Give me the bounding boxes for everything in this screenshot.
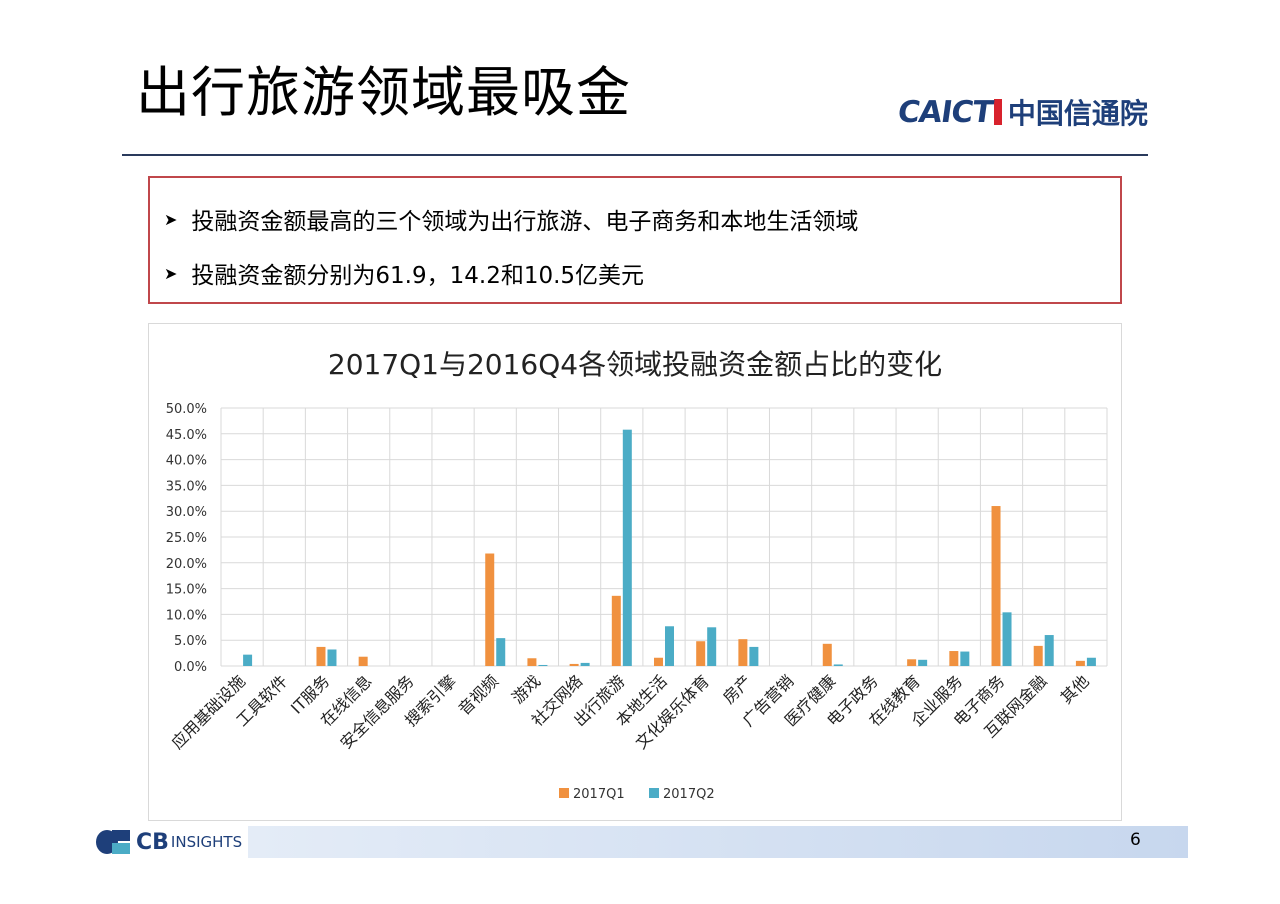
y-tick-label: 15.0%: [166, 583, 207, 598]
logo-text: CAICT: [895, 94, 995, 130]
bar-2017Q2: [665, 626, 674, 666]
bar-2017Q2: [918, 659, 928, 666]
bar-2017Q1: [907, 659, 917, 666]
cb-logo-sub: INSIGHTS: [170, 833, 243, 851]
bar-2017Q1: [949, 651, 959, 666]
y-tick-label: 35.0%: [166, 479, 207, 494]
bar-2017Q2: [749, 646, 759, 666]
bar-2017Q1: [569, 663, 579, 666]
bar-2017Q1: [696, 641, 706, 666]
x-tick-label: 音视频: [455, 671, 502, 718]
bar-2017Q2: [1044, 635, 1054, 666]
legend-swatch: [649, 788, 659, 798]
bar-2017Q1: [738, 639, 748, 666]
bar-2017Q1: [1033, 645, 1043, 666]
arrow-bullet-icon: ➤: [164, 209, 178, 229]
bar-2017Q2: [833, 664, 843, 666]
y-tick-label: 5.0%: [174, 634, 207, 649]
bar-2017Q1: [358, 656, 368, 666]
y-tick-label: 50.0%: [166, 402, 207, 417]
x-tick-label: 游戏: [508, 671, 544, 707]
bar-2017Q2: [960, 651, 970, 666]
page-number: 6: [1130, 830, 1141, 850]
y-tick-label: 0.0%: [174, 660, 207, 675]
legend-label: 2017Q1: [573, 787, 625, 802]
y-tick-label: 30.0%: [166, 505, 207, 520]
bar-2017Q2: [707, 627, 717, 666]
chart-title: 2017Q1与2016Q4各领域投融资金额占比的变化: [328, 348, 942, 381]
y-tick-label: 40.0%: [166, 454, 207, 469]
bullet-item-2: ➤ 投融资金额分别为61.9，14.2和10.5亿美元: [164, 256, 644, 290]
cb-mark-icon: [96, 828, 132, 856]
bar-2017Q1: [654, 657, 663, 666]
cb-insights-logo: CB INSIGHTS: [96, 828, 242, 856]
caict-logo: CAICT 中国信通院: [895, 94, 1148, 131]
bar-2017Q1: [611, 595, 621, 666]
logo-divider: [993, 99, 1002, 125]
bar-2017Q1: [527, 658, 537, 666]
bar-2017Q1: [991, 506, 1001, 666]
legend-swatch: [559, 788, 569, 798]
bar-2017Q2: [580, 662, 590, 666]
bullet-text: 投融资金额分别为61.9，14.2和10.5亿美元: [191, 263, 645, 289]
y-tick-label: 20.0%: [166, 557, 207, 572]
slide-title: 出行旅游领域最吸金: [136, 61, 631, 124]
bar-2017Q2: [243, 654, 253, 666]
bar-2017Q2: [622, 429, 632, 666]
legend-label: 2017Q2: [663, 787, 715, 802]
x-tick-label: 其他: [1057, 671, 1093, 707]
bar-2017Q2: [538, 664, 548, 666]
bar-2017Q2: [496, 638, 506, 666]
bar-2017Q1: [1075, 660, 1085, 666]
bar-2017Q2: [1086, 657, 1096, 666]
bar-2017Q1: [316, 646, 326, 666]
summary-box: ➤ 投融资金额最高的三个领域为出行旅游、电子商务和本地生活领域 ➤ 投融资金额分…: [148, 176, 1122, 304]
title-divider: [122, 154, 1148, 156]
arrow-bullet-icon: ➤: [164, 263, 178, 283]
bar-2017Q2: [1002, 612, 1012, 666]
bullet-text: 投融资金额最高的三个领域为出行旅游、电子商务和本地生活领域: [191, 209, 859, 235]
y-tick-label: 45.0%: [166, 428, 207, 443]
x-tick-label: 房产: [719, 671, 755, 707]
logo-cn-text: 中国信通院: [1007, 97, 1148, 130]
cb-logo-main: CB: [136, 829, 169, 855]
bar-2017Q1: [485, 553, 495, 666]
bar-2017Q1: [822, 643, 832, 666]
y-tick-label: 10.0%: [166, 608, 207, 623]
bullet-item-1: ➤ 投融资金额最高的三个领域为出行旅游、电子商务和本地生活领域: [164, 202, 858, 236]
bar-chart: 2017Q1与2016Q4各领域投融资金额占比的变化 0.0% 5.0% 10.0%…: [166, 348, 1108, 802]
footer-band: [248, 826, 1188, 858]
y-tick-label: 25.0%: [166, 531, 207, 546]
bar-2017Q2: [327, 649, 337, 666]
chart-frame: 2017Q1与2016Q4各领域投融资金额占比的变化 0.0% 5.0% 10.0%…: [148, 323, 1122, 821]
